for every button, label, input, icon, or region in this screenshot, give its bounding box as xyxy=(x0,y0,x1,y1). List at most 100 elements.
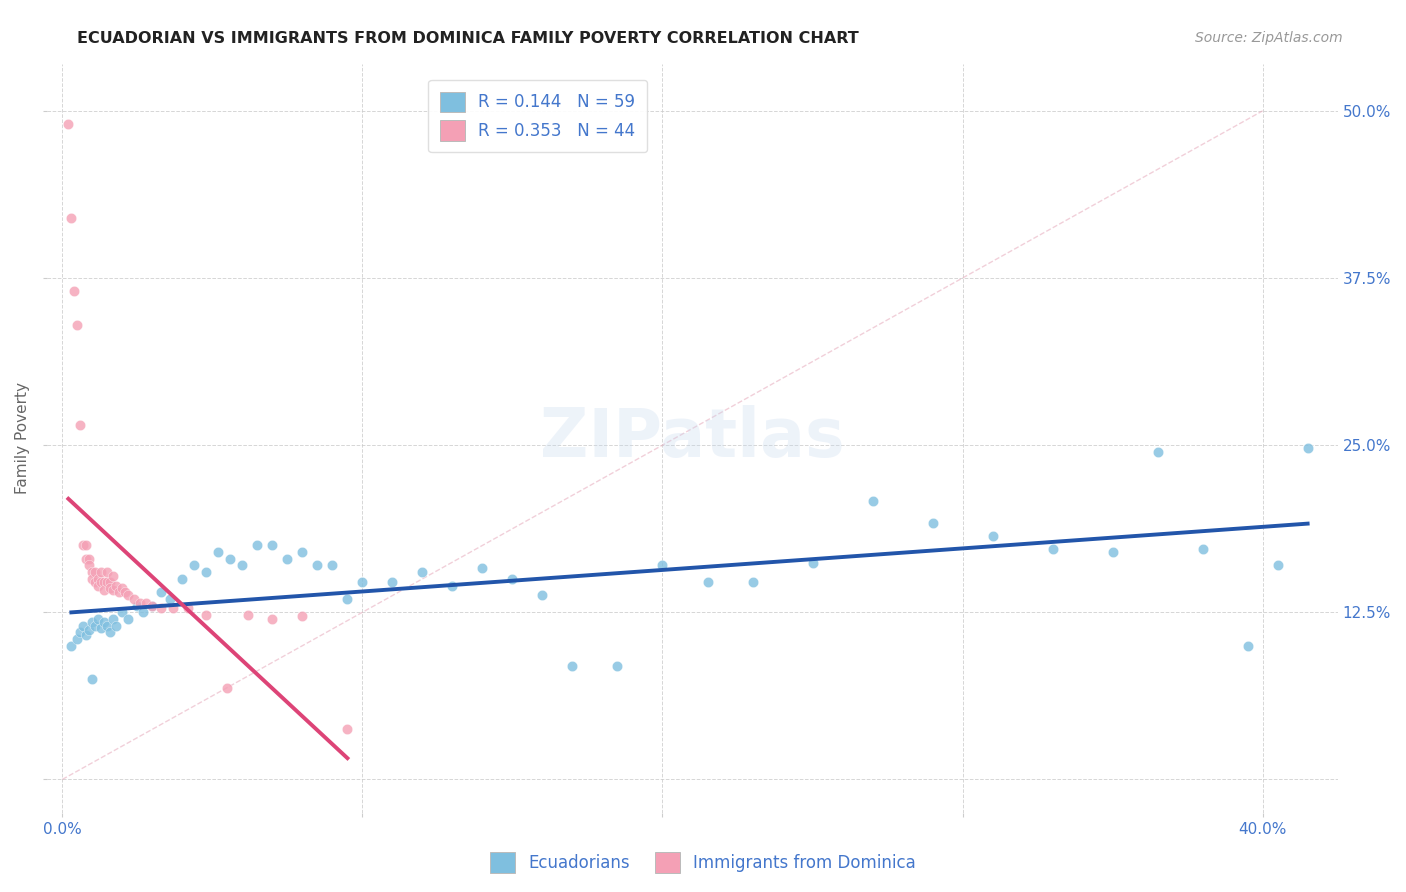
Point xyxy=(84,565,107,579)
Point xyxy=(217,681,239,696)
Point xyxy=(114,585,136,599)
Point xyxy=(79,623,101,637)
Point xyxy=(111,581,134,595)
Point xyxy=(150,585,173,599)
Point xyxy=(82,615,104,629)
Point xyxy=(441,578,464,592)
Point xyxy=(1267,558,1289,573)
Point xyxy=(381,574,404,589)
Point xyxy=(471,561,494,575)
Point xyxy=(141,599,163,613)
Point xyxy=(63,285,86,299)
Point xyxy=(108,585,131,599)
Point xyxy=(921,516,943,530)
Point xyxy=(307,558,329,573)
Point xyxy=(132,605,155,619)
Point xyxy=(321,558,343,573)
Point xyxy=(177,601,200,615)
Point xyxy=(75,538,97,552)
Point xyxy=(90,621,112,635)
Point xyxy=(801,556,824,570)
Point xyxy=(103,582,125,597)
Point xyxy=(72,538,94,552)
Point xyxy=(111,605,134,619)
Point xyxy=(336,591,359,606)
Point xyxy=(141,599,163,613)
Point xyxy=(69,418,91,433)
Point xyxy=(93,582,115,597)
Point xyxy=(93,574,115,589)
Point xyxy=(117,612,139,626)
Point xyxy=(87,572,110,586)
Y-axis label: Family Poverty: Family Poverty xyxy=(15,383,30,494)
Point xyxy=(82,572,104,586)
Point xyxy=(1146,445,1168,459)
Point xyxy=(60,639,83,653)
Point xyxy=(1236,639,1258,653)
Point xyxy=(561,658,583,673)
Point xyxy=(276,551,298,566)
Point xyxy=(100,581,122,595)
Point xyxy=(135,596,157,610)
Point xyxy=(696,574,718,589)
Point xyxy=(981,529,1004,543)
Point xyxy=(93,615,115,629)
Point xyxy=(531,588,554,602)
Point xyxy=(87,578,110,592)
Point xyxy=(183,558,205,573)
Point xyxy=(72,618,94,632)
Point xyxy=(75,551,97,566)
Point xyxy=(87,612,110,626)
Point xyxy=(66,632,89,646)
Point xyxy=(82,672,104,686)
Point xyxy=(336,722,359,736)
Point xyxy=(1296,441,1319,455)
Legend: R = 0.144   N = 59, R = 0.353   N = 44: R = 0.144 N = 59, R = 0.353 N = 44 xyxy=(429,80,647,153)
Point xyxy=(105,618,128,632)
Point xyxy=(58,117,80,131)
Point xyxy=(238,607,260,622)
Point xyxy=(96,565,118,579)
Point xyxy=(606,658,628,673)
Point xyxy=(90,574,112,589)
Point xyxy=(117,588,139,602)
Point xyxy=(105,578,128,592)
Point xyxy=(129,596,152,610)
Point xyxy=(162,601,184,615)
Point xyxy=(262,612,284,626)
Point xyxy=(1042,542,1064,557)
Point xyxy=(127,599,149,613)
Point xyxy=(219,551,242,566)
Point xyxy=(100,574,122,589)
Point xyxy=(150,601,173,615)
Point xyxy=(79,551,101,566)
Point xyxy=(651,558,673,573)
Point xyxy=(82,565,104,579)
Point xyxy=(1191,542,1213,557)
Point xyxy=(100,625,122,640)
Point xyxy=(79,558,101,573)
Point xyxy=(501,572,523,586)
Point xyxy=(207,545,229,559)
Point xyxy=(60,211,83,225)
Point xyxy=(69,625,91,640)
Point xyxy=(195,607,218,622)
Point xyxy=(862,494,884,508)
Point xyxy=(291,545,314,559)
Point xyxy=(352,574,374,589)
Point xyxy=(124,591,146,606)
Legend: Ecuadorians, Immigrants from Dominica: Ecuadorians, Immigrants from Dominica xyxy=(484,846,922,880)
Point xyxy=(96,618,118,632)
Point xyxy=(159,591,181,606)
Point xyxy=(262,538,284,552)
Text: ZIPatlas: ZIPatlas xyxy=(540,406,845,472)
Point xyxy=(172,572,194,586)
Point xyxy=(231,558,253,573)
Point xyxy=(195,565,218,579)
Point xyxy=(411,565,433,579)
Point xyxy=(1101,545,1123,559)
Point xyxy=(103,569,125,583)
Point xyxy=(741,574,763,589)
Text: Source: ZipAtlas.com: Source: ZipAtlas.com xyxy=(1195,31,1343,45)
Point xyxy=(291,609,314,624)
